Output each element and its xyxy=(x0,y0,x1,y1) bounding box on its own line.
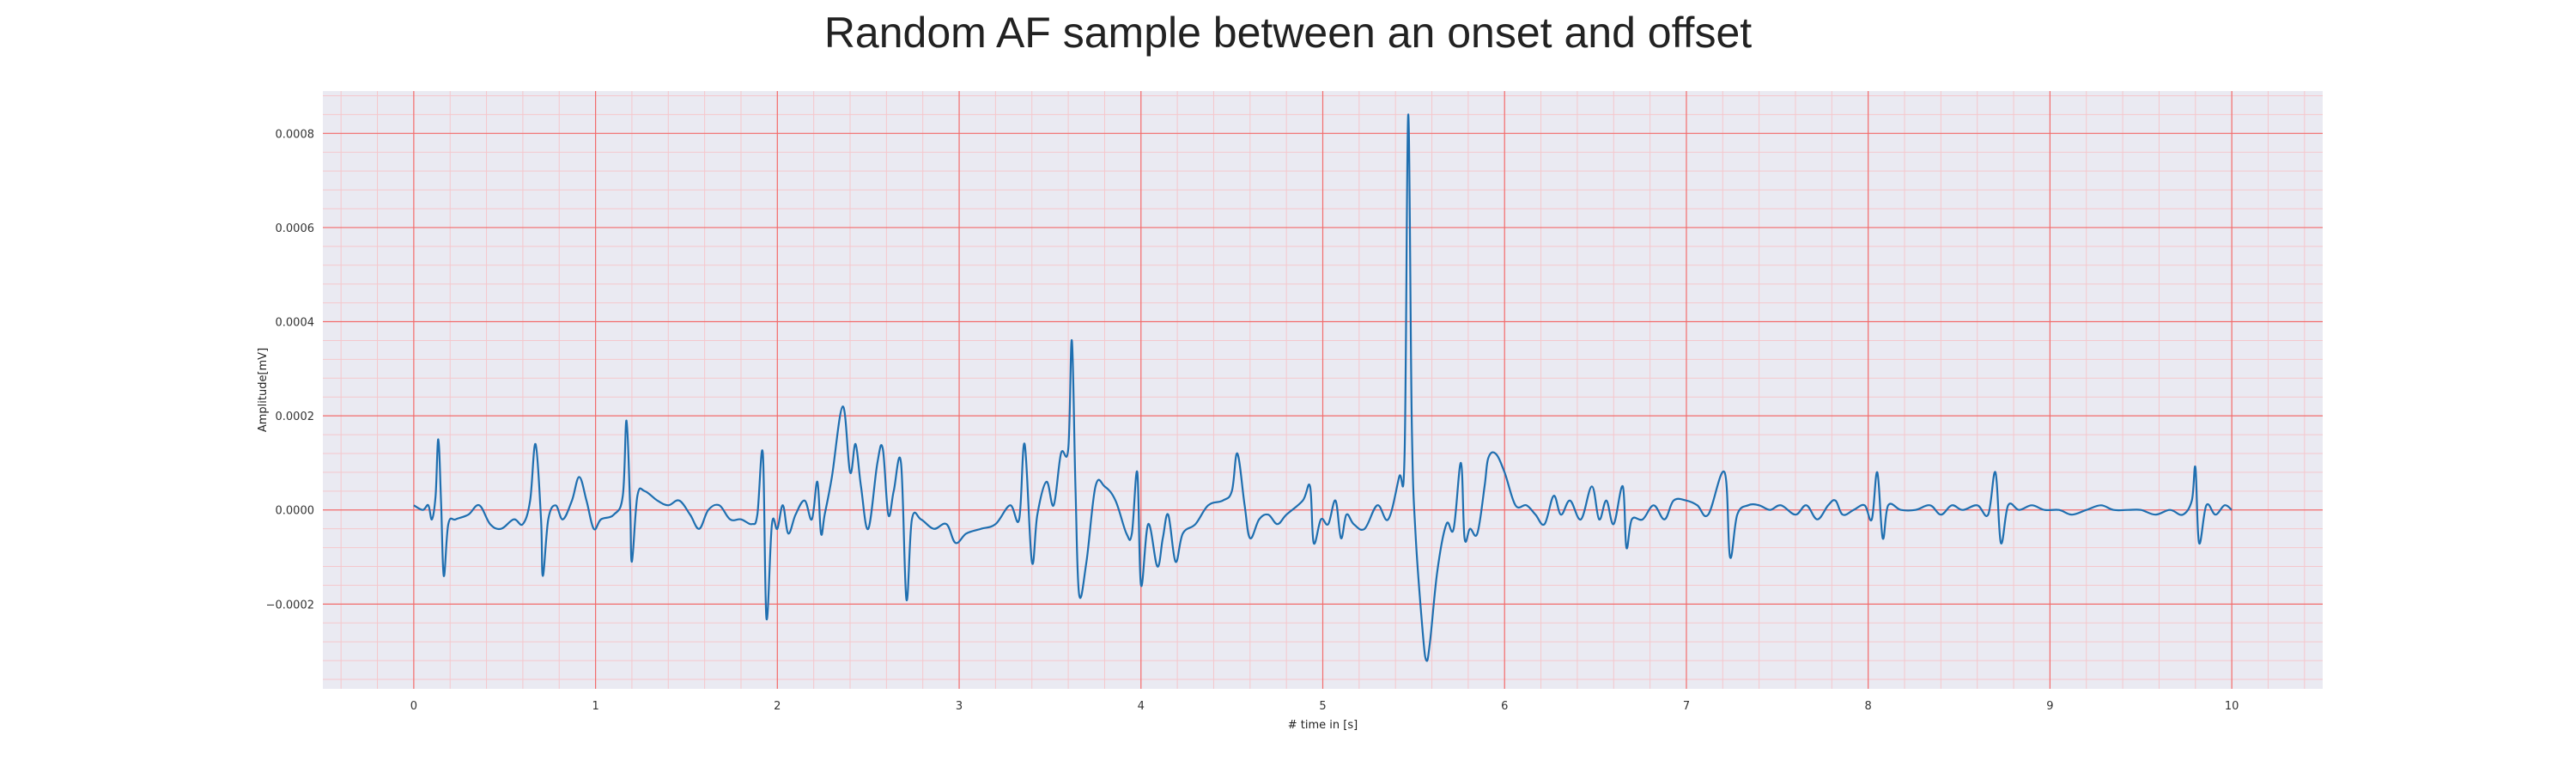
x-tick-label: 0 xyxy=(410,700,417,713)
y-tick-label: 0.0004 xyxy=(276,317,315,330)
x-tick-label: 3 xyxy=(956,700,963,713)
x-tick-label: 4 xyxy=(1138,700,1145,713)
x-tick-label: 8 xyxy=(1865,700,1872,713)
x-tick-label: 5 xyxy=(1319,700,1326,713)
y-tick-label: −0.0002 xyxy=(266,599,314,612)
x-axis-label: # time in [s] xyxy=(1288,719,1358,732)
ecg-signal-line xyxy=(413,113,2233,662)
chart-title: Random AF sample between an onset and of… xyxy=(823,9,1753,57)
x-tick-label: 6 xyxy=(1501,700,1508,713)
y-tick-labels: −0.0002 0.0000 0.0002 0.0004 0.0006 0.0008 xyxy=(266,128,314,612)
y-tick-label: 0.0000 xyxy=(276,505,315,518)
major-grid xyxy=(323,91,2323,689)
x-tick-label: 2 xyxy=(774,700,781,713)
x-tick-label: 10 xyxy=(2225,700,2239,713)
x-tick-label: 1 xyxy=(592,700,598,713)
y-tick-label: 0.0002 xyxy=(276,411,315,423)
y-axis-label: Amplitude[mV] xyxy=(257,348,270,432)
y-tick-label: 0.0008 xyxy=(276,128,315,141)
x-tick-label: 7 xyxy=(1683,700,1690,713)
x-tick-label: 9 xyxy=(2046,700,2053,713)
x-tick-labels: 0 1 2 3 4 5 6 7 8 9 10 xyxy=(410,700,2239,713)
series-group xyxy=(413,113,2233,662)
y-tick-label: 0.0006 xyxy=(276,222,315,235)
